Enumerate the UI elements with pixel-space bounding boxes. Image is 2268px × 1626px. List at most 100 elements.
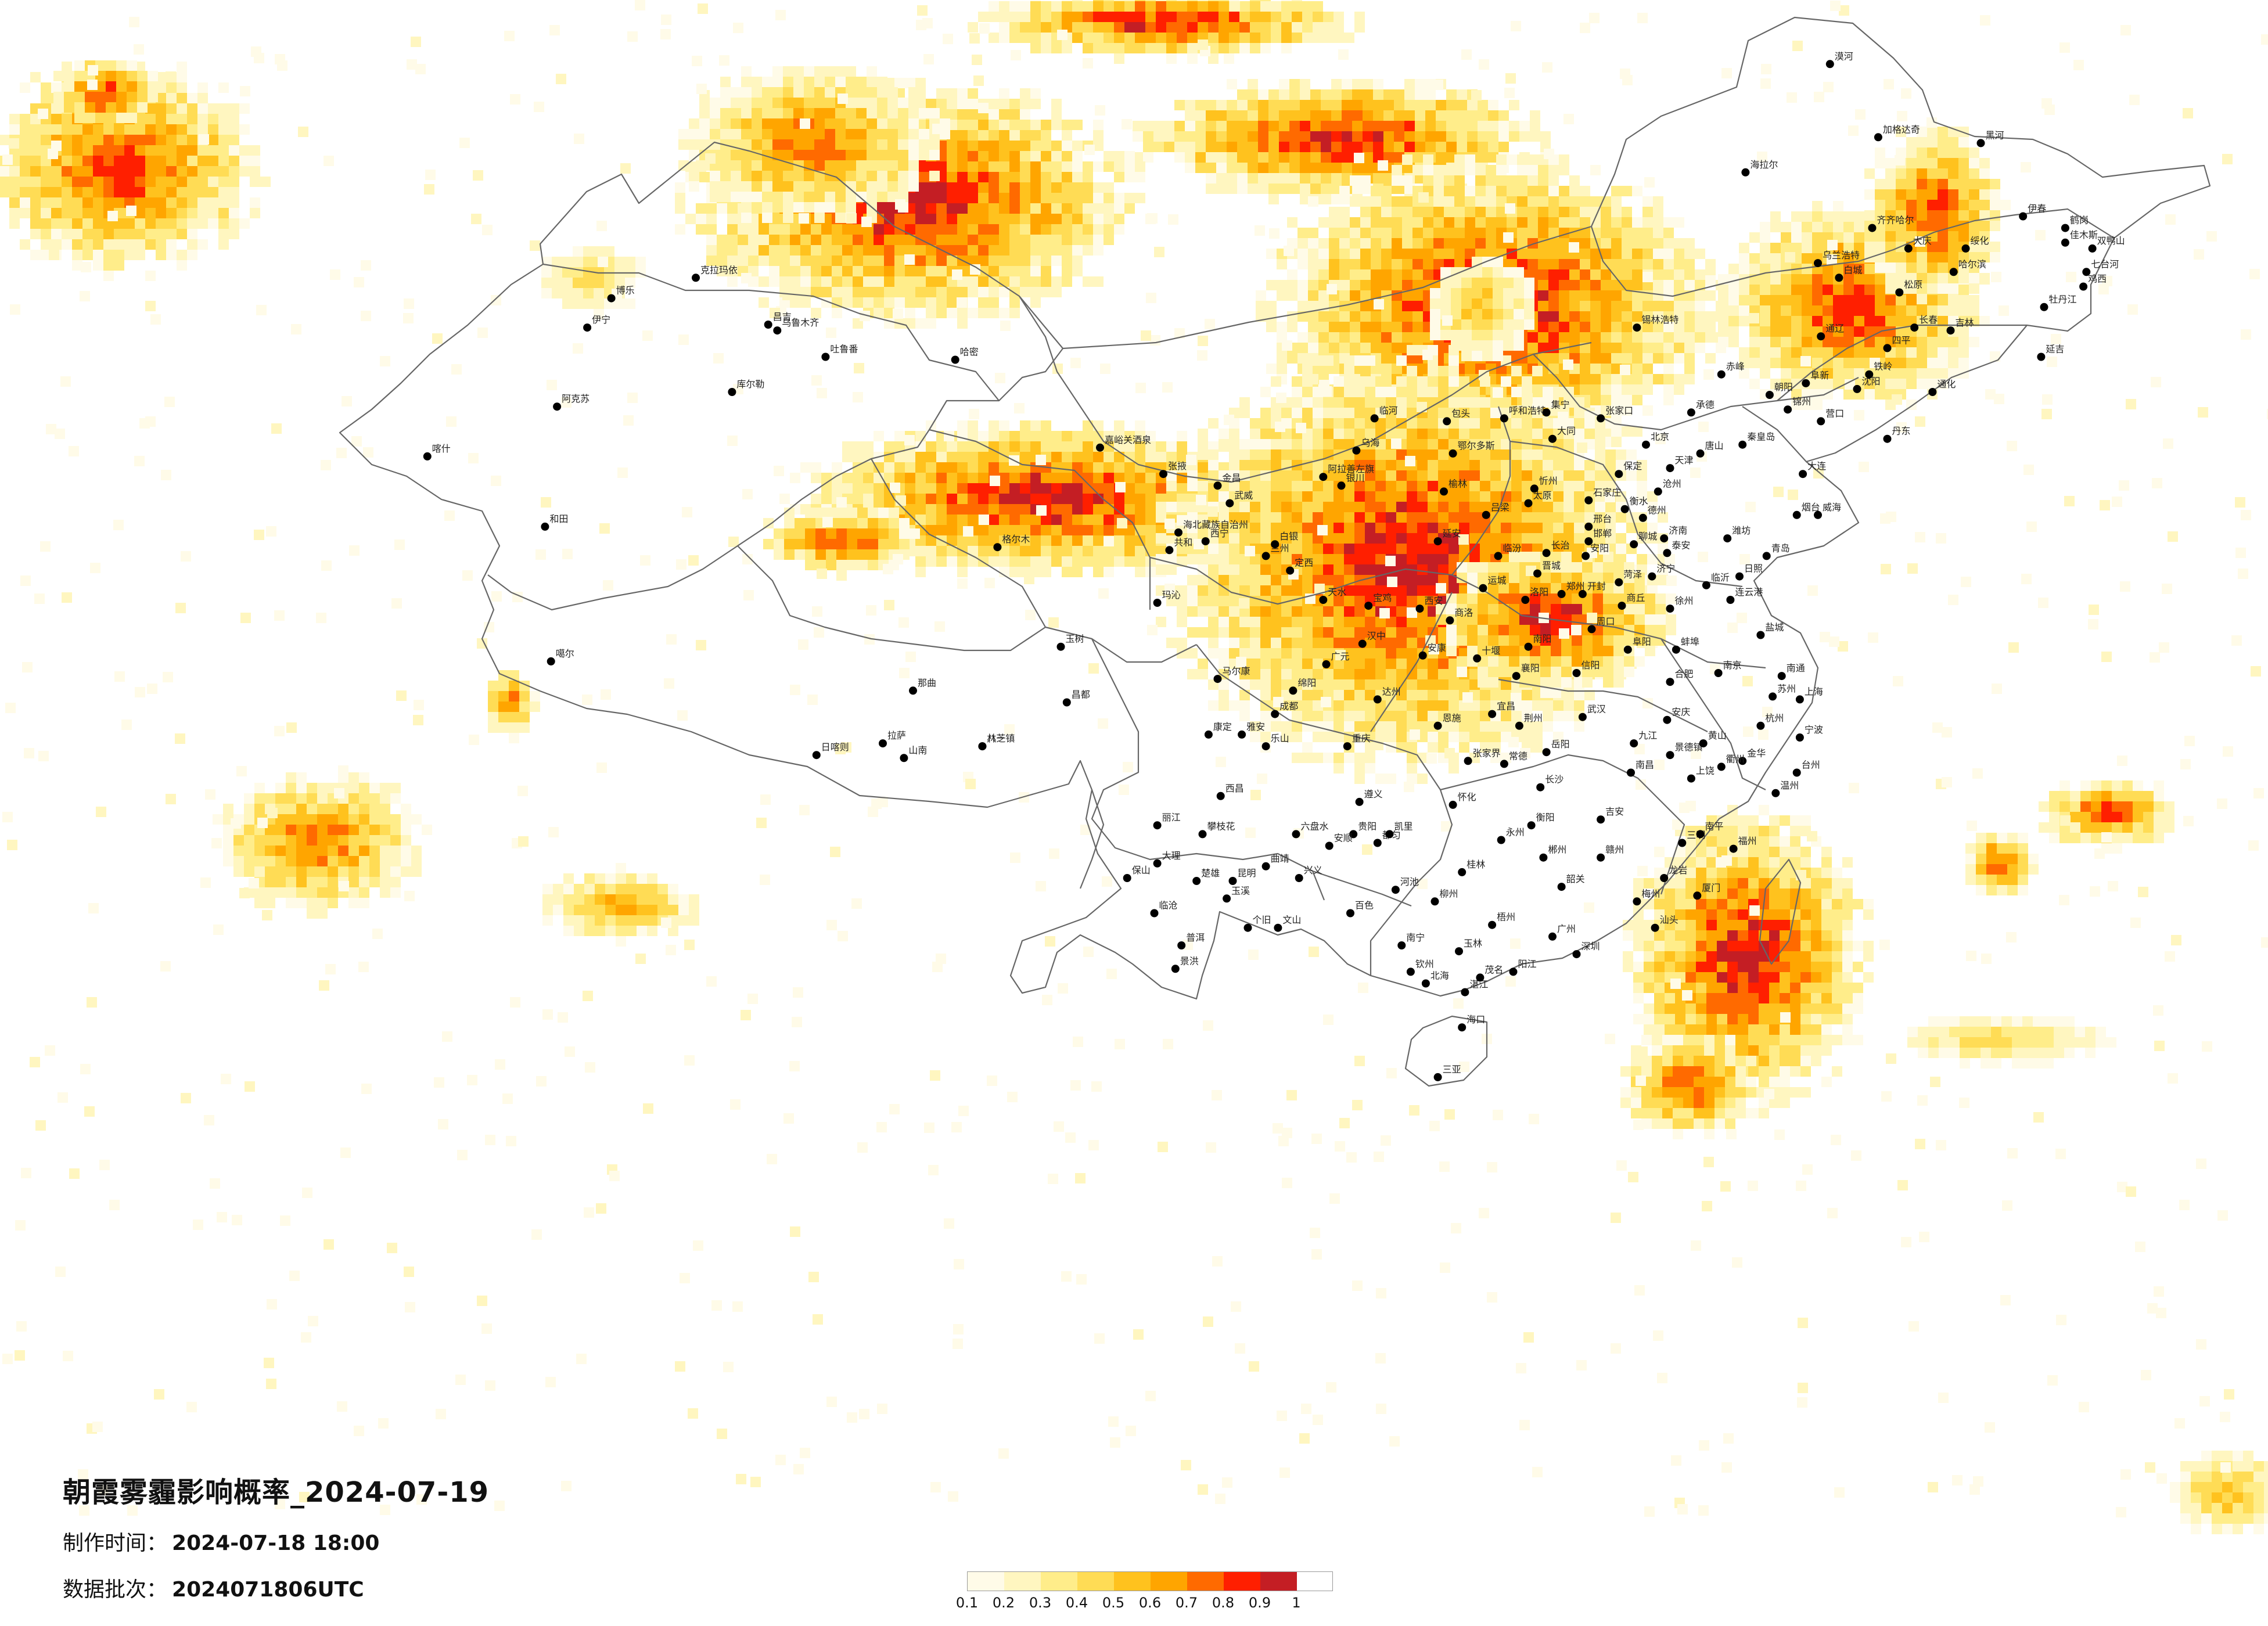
haze-cell bbox=[1051, 99, 1062, 109]
haze-cell bbox=[1281, 502, 1292, 512]
haze-cell bbox=[1490, 460, 1501, 470]
haze-cell bbox=[1302, 366, 1313, 376]
haze-cell bbox=[1229, 638, 1239, 648]
haze-cell bbox=[1632, 238, 1642, 249]
haze-cell bbox=[926, 193, 936, 203]
haze-cell bbox=[1300, 152, 1310, 163]
haze-cell bbox=[1371, 217, 1381, 228]
haze-cell bbox=[1590, 384, 1601, 395]
haze-cell bbox=[1041, 12, 1051, 22]
haze-cell bbox=[1020, 546, 1030, 556]
haze-cell bbox=[877, 118, 887, 129]
haze-cell bbox=[1258, 152, 1268, 163]
haze-cell bbox=[1187, 0, 1198, 1]
haze-cell bbox=[779, 245, 790, 256]
haze-cell bbox=[884, 473, 894, 483]
haze-cell bbox=[999, 462, 1009, 473]
haze-cell bbox=[1653, 332, 1663, 343]
haze-cell bbox=[936, 161, 947, 172]
haze-cell bbox=[1302, 512, 1313, 523]
haze-cell bbox=[1166, 564, 1177, 575]
haze-cell bbox=[1093, 130, 1104, 141]
haze-cell bbox=[1292, 33, 1302, 43]
haze-cell bbox=[1407, 418, 1417, 429]
haze-cell bbox=[1488, 100, 1498, 110]
haze-cell bbox=[1478, 604, 1488, 614]
haze-cell bbox=[720, 181, 731, 192]
haze-cell bbox=[1522, 470, 1532, 481]
haze-cell bbox=[887, 108, 898, 118]
haze-cell bbox=[1663, 280, 1674, 290]
haze-cell bbox=[1634, 656, 1645, 667]
haze-cell bbox=[1344, 397, 1354, 408]
haze-cell bbox=[1394, 152, 1404, 163]
haze-cell bbox=[1540, 677, 1551, 688]
haze-cell bbox=[1250, 502, 1260, 512]
haze-cell bbox=[1561, 604, 1572, 614]
haze-cell bbox=[1323, 564, 1334, 575]
haze-cell bbox=[1769, 899, 1780, 909]
haze-cell bbox=[1334, 564, 1344, 575]
haze-cell bbox=[1469, 418, 1480, 429]
haze-cell bbox=[1216, 184, 1227, 194]
haze-cell bbox=[1417, 554, 1428, 564]
haze-cell bbox=[1396, 721, 1407, 732]
haze-cell bbox=[759, 224, 769, 235]
haze-cell bbox=[1271, 481, 1281, 491]
haze-cell bbox=[999, 525, 1009, 535]
haze-cell bbox=[1490, 449, 1501, 460]
haze-cell bbox=[1675, 899, 1685, 909]
haze-cell bbox=[1256, 290, 1266, 301]
haze-cell bbox=[1438, 397, 1448, 408]
haze-cell bbox=[1622, 405, 1632, 416]
haze-cell bbox=[1030, 420, 1041, 431]
haze-cell bbox=[1415, 89, 1425, 100]
haze-cell bbox=[936, 494, 947, 504]
haze-cell bbox=[1208, 449, 1219, 460]
haze-cell bbox=[1417, 502, 1428, 512]
haze-cell bbox=[1114, 546, 1124, 556]
haze-cell bbox=[1198, 481, 1208, 491]
haze-cell bbox=[1331, 184, 1342, 194]
haze-cell bbox=[1331, 152, 1342, 163]
haze-cell bbox=[1563, 439, 1574, 449]
haze-cell bbox=[842, 235, 853, 245]
haze-cell bbox=[1271, 33, 1281, 43]
haze-cell bbox=[898, 108, 908, 118]
haze-cell bbox=[1342, 110, 1352, 121]
haze-cell bbox=[1428, 429, 1438, 439]
haze-cell bbox=[1334, 408, 1344, 418]
haze-cell bbox=[1030, 151, 1041, 161]
haze-cell bbox=[1538, 186, 1548, 196]
haze-cell bbox=[1334, 763, 1344, 774]
haze-cell bbox=[1344, 690, 1354, 700]
haze-cell bbox=[919, 150, 929, 160]
haze-cell bbox=[1428, 502, 1438, 512]
haze-cell bbox=[1811, 920, 1821, 930]
haze-cell bbox=[814, 77, 825, 87]
haze-cell bbox=[936, 483, 947, 494]
haze-cell bbox=[1266, 280, 1277, 290]
haze-cell bbox=[1748, 857, 1759, 868]
haze-cell bbox=[1365, 355, 1375, 366]
haze-cell bbox=[790, 276, 800, 287]
haze-cell bbox=[741, 171, 752, 181]
haze-cell bbox=[1334, 397, 1344, 408]
haze-cell bbox=[1532, 502, 1543, 512]
haze-cell bbox=[1561, 614, 1572, 625]
haze-cell bbox=[1465, 154, 1475, 165]
haze-cell bbox=[1292, 753, 1302, 763]
haze-cell bbox=[1051, 515, 1062, 525]
haze-cell bbox=[1208, 418, 1219, 429]
haze-cell bbox=[1072, 161, 1083, 172]
haze-cell bbox=[1457, 121, 1467, 131]
haze-cell bbox=[999, 88, 1009, 99]
haze-cell bbox=[1313, 460, 1323, 470]
haze-cell bbox=[968, 308, 978, 318]
haze-cell bbox=[1289, 79, 1300, 89]
haze-cell bbox=[1478, 562, 1488, 573]
haze-cell bbox=[783, 192, 793, 202]
haze-cell bbox=[1292, 648, 1302, 659]
haze-cell bbox=[1334, 418, 1344, 429]
haze-cell bbox=[1563, 711, 1574, 721]
